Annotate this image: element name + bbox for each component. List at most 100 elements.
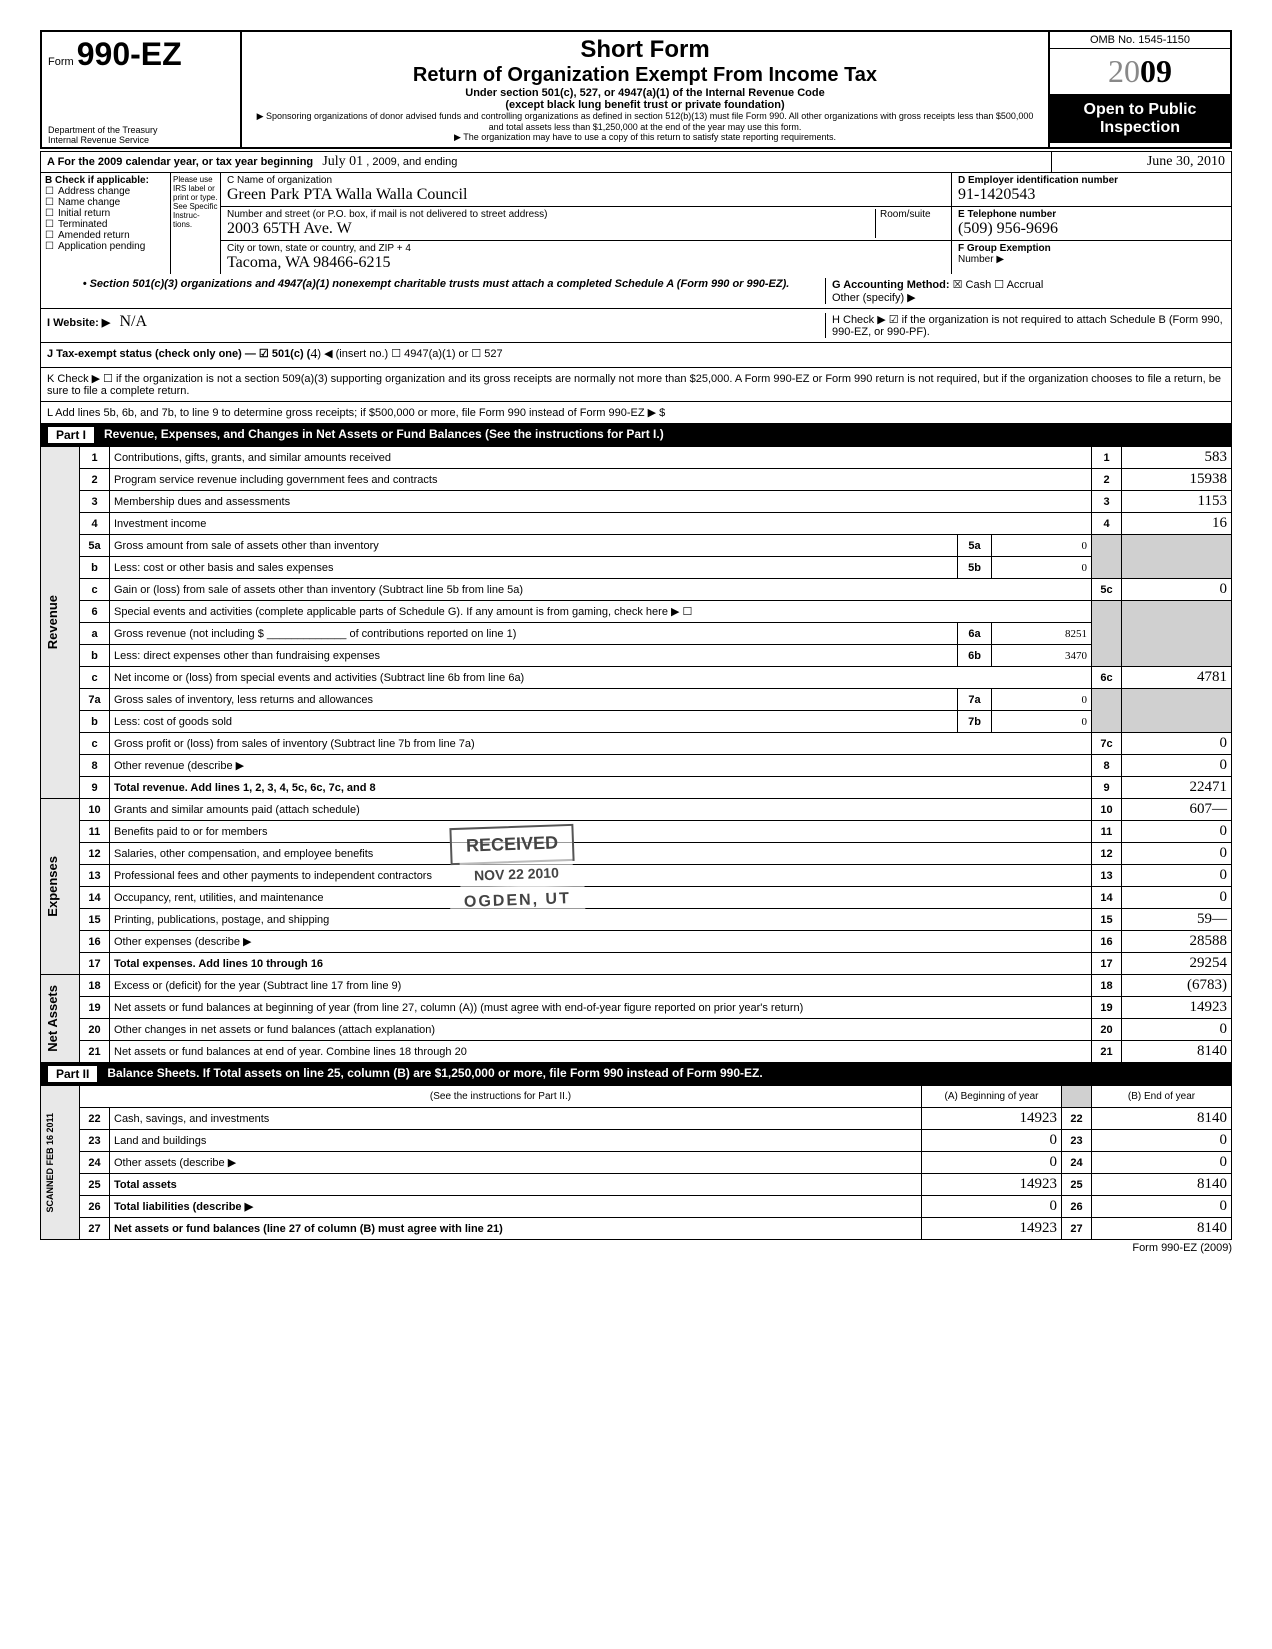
- sponsor-note: ▶ Sponsoring organizations of donor advi…: [250, 111, 1040, 132]
- val-18: (6783): [1122, 975, 1232, 997]
- val-11: 0: [1122, 821, 1232, 843]
- val-7c: 0: [1122, 733, 1232, 755]
- val-26b: 0: [1092, 1196, 1232, 1218]
- j-label: J Tax-exempt status (check only one) — ☑…: [47, 347, 310, 363]
- row-ih: I Website: ▶ N/A H Check ▶ ☑ if the orga…: [40, 309, 1232, 343]
- cb-amended[interactable]: Amended return: [58, 230, 130, 241]
- g-cash[interactable]: Cash: [966, 279, 992, 291]
- val-17: 29254: [1122, 953, 1232, 975]
- line-5a: Gross amount from sale of assets other t…: [110, 535, 958, 557]
- part2-label: Part II: [48, 1066, 97, 1082]
- cb-pending[interactable]: Application pending: [58, 241, 145, 252]
- room-suite: Room/suite: [875, 209, 945, 238]
- line-25: Total assets: [114, 1179, 177, 1191]
- dept-irs: Internal Revenue Service: [48, 135, 158, 145]
- val-12: 0: [1122, 843, 1232, 865]
- form-prefix: Form: [48, 56, 74, 68]
- org-addr: 2003 65TH Ave. W: [227, 220, 352, 237]
- footer: Form 990-EZ (2009): [40, 1242, 1232, 1254]
- subtitle-1: Under section 501(c), 527, or 4947(a)(1)…: [250, 87, 1040, 99]
- part2-table: SCANNED FEB 16 2011 (See the instruction…: [40, 1085, 1232, 1240]
- h-label: H Check ▶ ☑ if the organization is not r…: [825, 313, 1225, 338]
- expenses-label: Expenses: [45, 856, 60, 917]
- line-14: Occupancy, rent, utilities, and maintena…: [110, 887, 1092, 909]
- val-27b: 8140: [1092, 1218, 1232, 1240]
- line-17: Total expenses. Add lines 10 through 16: [114, 958, 323, 970]
- part1-table: Revenue 1Contributions, gifts, grants, a…: [40, 446, 1232, 1063]
- cb-address[interactable]: Address change: [58, 186, 130, 197]
- val-24b: 0: [1092, 1152, 1232, 1174]
- val-27a: 14923: [922, 1218, 1062, 1240]
- col-a-header: (A) Beginning of year: [922, 1086, 1062, 1108]
- dept-treasury: Department of the Treasury: [48, 125, 158, 135]
- line-16: Other expenses (describe ▶: [110, 931, 1092, 953]
- row-k: K Check ▶ ☐ if the organization is not a…: [40, 368, 1232, 402]
- val-8: 0: [1122, 755, 1232, 777]
- return-title: Return of Organization Exempt From Incom…: [250, 64, 1040, 87]
- val-20: 0: [1122, 1019, 1232, 1041]
- line-6b: Less: direct expenses other than fundrai…: [110, 645, 958, 667]
- section-g: • Section 501(c)(3) organizations and 49…: [40, 274, 1232, 309]
- col-b: B Check if applicable: ☐Address change ☐…: [41, 173, 171, 274]
- line-3: Membership dues and assessments: [110, 491, 1092, 513]
- tax-year-end: June 30, 2010: [1051, 152, 1231, 172]
- col-c: C Name of organization Green Park PTA Wa…: [221, 173, 951, 274]
- line-26: Total liabilities (describe ▶: [114, 1201, 253, 1213]
- val-5a: 0: [992, 535, 1092, 557]
- g-accrual[interactable]: Accrual: [1007, 279, 1044, 291]
- val-7b: 0: [992, 711, 1092, 733]
- line-5c: Gain or (loss) from sale of assets other…: [110, 579, 1092, 601]
- stamp-ogden: OGDEN, UT: [450, 884, 586, 919]
- cb-terminated[interactable]: Terminated: [58, 219, 107, 230]
- org-city: Tacoma, WA 98466-6215: [227, 254, 390, 271]
- line-7c: Gross profit or (loss) from sales of inv…: [110, 733, 1092, 755]
- val-9: 22471: [1122, 777, 1232, 799]
- open-public: Open to Public Inspection: [1050, 95, 1230, 143]
- line-7b: Less: cost of goods sold: [110, 711, 958, 733]
- c-addr-label: Number and street (or P.O. box, if mail …: [227, 209, 548, 220]
- val-1: 583: [1122, 447, 1232, 469]
- form-id-box: Form 990-EZ Department of the Treasury I…: [42, 32, 242, 147]
- line-13: Professional fees and other payments to …: [110, 865, 1092, 887]
- line-24: Other assets (describe ▶: [110, 1152, 922, 1174]
- val-6b: 3470: [992, 645, 1092, 667]
- val-6c: 4781: [1122, 667, 1232, 689]
- line-22: Cash, savings, and investments: [110, 1108, 922, 1130]
- val-7a: 0: [992, 689, 1092, 711]
- revenue-label: Revenue: [45, 595, 60, 649]
- form-number: 990-EZ: [77, 36, 182, 72]
- val-13: 0: [1122, 865, 1232, 887]
- col-b-header: (B) End of year: [1092, 1086, 1232, 1108]
- row-a-mid: , 2009, and ending: [366, 156, 457, 168]
- row-a-label: A For the 2009 calendar year, or tax yea…: [47, 156, 313, 168]
- val-10: 607—: [1122, 799, 1232, 821]
- subtitle-2: (except black lung benefit trust or priv…: [250, 99, 1040, 111]
- line-27: Net assets or fund balances (line 27 of …: [114, 1223, 503, 1235]
- l-label: L Add lines 5b, 6b, and 7b, to line 9 to…: [47, 406, 665, 419]
- cb-name[interactable]: Name change: [58, 197, 120, 208]
- line-15: Printing, publications, postage, and shi…: [110, 909, 1092, 931]
- val-4: 16: [1122, 513, 1232, 535]
- short-form-title: Short Form: [250, 36, 1040, 64]
- part1-title: Revenue, Expenses, and Changes in Net As…: [104, 427, 664, 443]
- val-22a: 14923: [922, 1108, 1062, 1130]
- please-box: Please use IRS label or print or type. S…: [171, 173, 221, 274]
- line-6a: Gross revenue (not including $ _________…: [110, 623, 958, 645]
- form-title-box: Short Form Return of Organization Exempt…: [242, 32, 1050, 147]
- val-25a: 14923: [922, 1174, 1062, 1196]
- val-3: 1153: [1122, 491, 1232, 513]
- line-5b: Less: cost or other basis and sales expe…: [110, 557, 958, 579]
- val-21: 8140: [1122, 1041, 1232, 1063]
- f-label: F Group Exemption: [958, 243, 1051, 254]
- val-5c: 0: [1122, 579, 1232, 601]
- cb-initial[interactable]: Initial return: [58, 208, 110, 219]
- row-a: A For the 2009 calendar year, or tax yea…: [40, 151, 1232, 173]
- line-4: Investment income: [110, 513, 1092, 535]
- part2-instr: (See the instructions for Part II.): [80, 1086, 922, 1108]
- val-24a: 0: [922, 1152, 1062, 1174]
- val-2: 15938: [1122, 469, 1232, 491]
- val-26a: 0: [922, 1196, 1062, 1218]
- line-11: Benefits paid to or for members: [110, 821, 1092, 843]
- phone: (509) 956-9696: [958, 220, 1058, 237]
- val-15: 59—: [1122, 909, 1232, 931]
